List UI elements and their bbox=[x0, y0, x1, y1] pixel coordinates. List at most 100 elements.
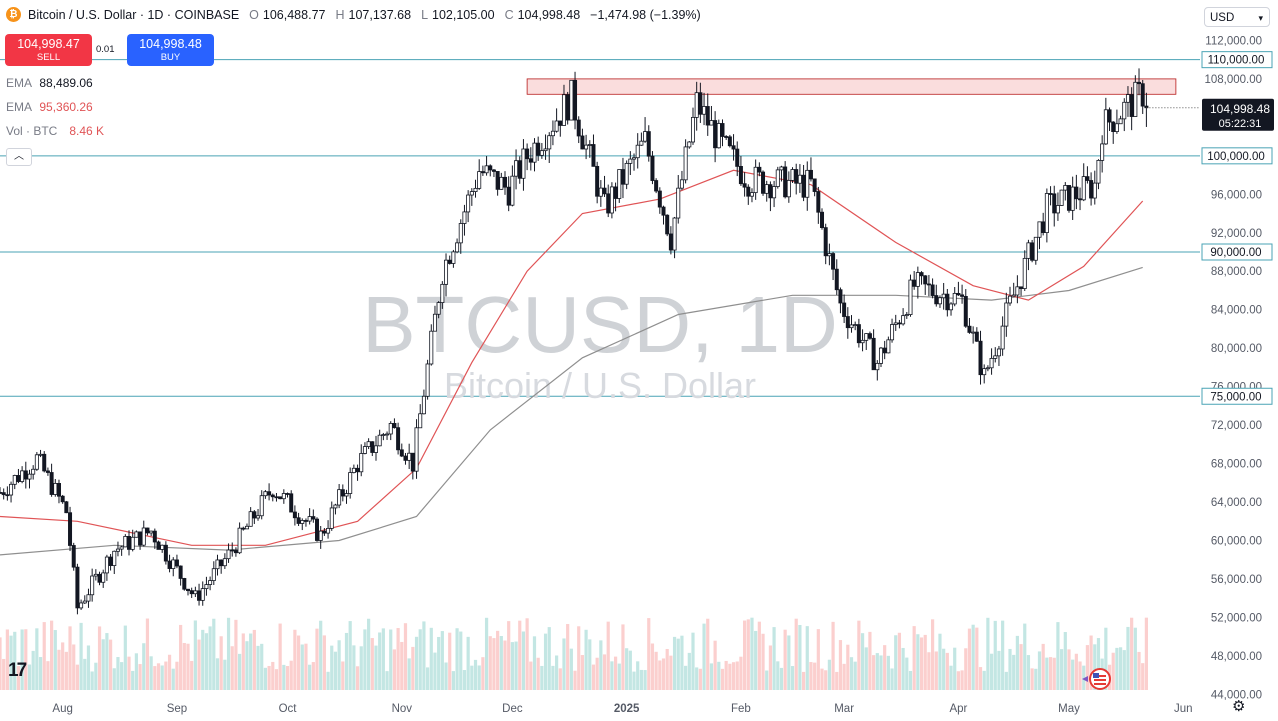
candle[interactable] bbox=[1052, 185, 1057, 227]
candle[interactable] bbox=[104, 554, 109, 581]
candle[interactable] bbox=[20, 466, 25, 484]
candle[interactable] bbox=[650, 151, 655, 185]
candle[interactable] bbox=[923, 275, 928, 295]
candle[interactable] bbox=[1008, 286, 1013, 306]
candle[interactable] bbox=[687, 141, 692, 149]
candle[interactable] bbox=[296, 512, 301, 526]
tradingview-logo-icon[interactable]: 17 bbox=[8, 660, 27, 681]
candle[interactable] bbox=[521, 139, 526, 191]
candle[interactable] bbox=[45, 467, 50, 476]
candle[interactable] bbox=[23, 461, 28, 489]
candle[interactable] bbox=[1085, 166, 1090, 184]
candle[interactable] bbox=[256, 508, 261, 521]
candle[interactable] bbox=[878, 346, 883, 368]
candle[interactable] bbox=[912, 271, 917, 290]
candle[interactable] bbox=[340, 484, 345, 502]
candle[interactable] bbox=[985, 365, 990, 372]
candle[interactable] bbox=[230, 542, 235, 557]
candle[interactable] bbox=[536, 136, 541, 161]
candle[interactable] bbox=[233, 547, 238, 557]
candle[interactable] bbox=[373, 435, 378, 461]
candle[interactable] bbox=[211, 561, 216, 586]
buy-button[interactable]: 104,998.48 BUY bbox=[127, 34, 214, 66]
candle[interactable] bbox=[1089, 172, 1094, 206]
candle[interactable] bbox=[679, 170, 684, 191]
candle[interactable] bbox=[447, 255, 452, 265]
candle[interactable] bbox=[672, 216, 677, 259]
candle[interactable] bbox=[189, 587, 194, 598]
candle[interactable] bbox=[613, 182, 618, 212]
candle[interactable] bbox=[263, 490, 268, 499]
candle[interactable] bbox=[952, 287, 957, 307]
candle[interactable] bbox=[1033, 236, 1038, 265]
candle[interactable] bbox=[665, 214, 670, 237]
candle[interactable] bbox=[160, 544, 165, 553]
candle[interactable] bbox=[517, 156, 522, 184]
candle[interactable] bbox=[355, 464, 360, 481]
candle[interactable] bbox=[31, 465, 36, 480]
candle[interactable] bbox=[462, 204, 467, 236]
candle[interactable] bbox=[797, 164, 802, 193]
candle[interactable] bbox=[735, 141, 740, 177]
candle[interactable] bbox=[904, 311, 909, 319]
candle[interactable] bbox=[834, 259, 839, 295]
candle[interactable] bbox=[315, 517, 320, 542]
candle[interactable] bbox=[945, 289, 950, 317]
candle[interactable] bbox=[668, 226, 673, 255]
candle[interactable] bbox=[580, 128, 585, 150]
candle[interactable] bbox=[742, 172, 747, 197]
candle[interactable] bbox=[632, 153, 637, 171]
candle[interactable] bbox=[882, 340, 887, 360]
candle[interactable] bbox=[816, 186, 821, 224]
candle[interactable] bbox=[783, 161, 788, 199]
symbol-title[interactable]: Bitcoin / U.S. Dollar · 1D · COINBASE bbox=[28, 7, 240, 22]
candle[interactable] bbox=[845, 307, 850, 339]
candle[interactable] bbox=[337, 484, 342, 509]
candle[interactable] bbox=[1107, 107, 1112, 132]
candle[interactable] bbox=[801, 164, 806, 202]
candle[interactable] bbox=[547, 132, 552, 164]
candle[interactable] bbox=[49, 463, 54, 497]
legend-ema-slow[interactable]: EMA 88,489.06 bbox=[6, 76, 93, 90]
candle[interactable] bbox=[831, 251, 836, 281]
candle[interactable] bbox=[322, 528, 327, 536]
candle[interactable] bbox=[971, 326, 976, 344]
candle[interactable] bbox=[329, 501, 334, 531]
candle[interactable] bbox=[440, 281, 445, 309]
candle[interactable] bbox=[856, 318, 861, 348]
candle[interactable] bbox=[1129, 87, 1134, 131]
candle[interactable] bbox=[115, 541, 120, 557]
candle[interactable] bbox=[919, 271, 924, 285]
candle[interactable] bbox=[171, 557, 176, 577]
candle[interactable] bbox=[385, 431, 390, 440]
candle[interactable] bbox=[366, 438, 371, 450]
candle[interactable] bbox=[727, 134, 732, 148]
candle[interactable] bbox=[934, 284, 939, 307]
candle[interactable] bbox=[1100, 135, 1105, 173]
candle[interactable] bbox=[775, 166, 780, 189]
candle[interactable] bbox=[982, 364, 987, 384]
legend-volume[interactable]: Vol · BTC 8.46 K bbox=[6, 124, 104, 138]
candle[interactable] bbox=[1125, 86, 1130, 117]
candle[interactable] bbox=[838, 287, 843, 314]
candle[interactable] bbox=[455, 238, 460, 254]
candle[interactable] bbox=[576, 116, 581, 144]
candle[interactable] bbox=[805, 161, 810, 211]
candle[interactable] bbox=[0, 487, 3, 494]
candle[interactable] bbox=[528, 147, 533, 171]
candle[interactable] bbox=[1078, 187, 1083, 211]
candle[interactable] bbox=[808, 157, 813, 182]
candle[interactable] bbox=[477, 159, 482, 190]
candle[interactable] bbox=[156, 540, 161, 550]
candle[interactable] bbox=[499, 172, 504, 190]
candle[interactable] bbox=[724, 135, 729, 140]
candle[interactable] bbox=[864, 333, 869, 350]
candle[interactable] bbox=[1092, 170, 1097, 205]
candle[interactable] bbox=[241, 526, 246, 531]
candle[interactable] bbox=[388, 421, 393, 441]
candle[interactable] bbox=[1081, 163, 1086, 202]
symbol-header[interactable]: ₿ Bitcoin / U.S. Dollar · 1D · COINBASE … bbox=[6, 7, 701, 22]
candle[interactable] bbox=[609, 182, 614, 219]
candle[interactable] bbox=[1059, 189, 1064, 206]
candle[interactable] bbox=[867, 331, 872, 340]
